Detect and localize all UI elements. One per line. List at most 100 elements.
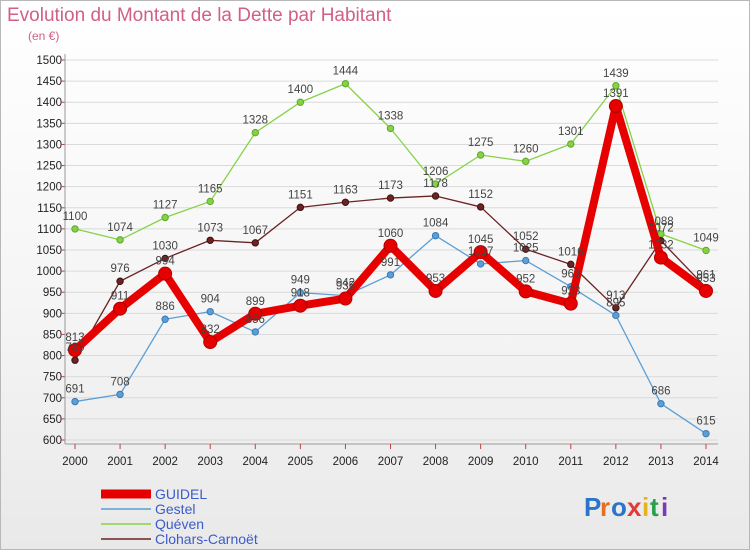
data-point — [116, 236, 124, 244]
legend-label: Gestel — [155, 501, 195, 517]
data-point — [338, 291, 353, 306]
legend-label: Quéven — [155, 516, 204, 532]
data-label: 1165 — [198, 183, 223, 195]
y-tick-label: 1200 — [36, 182, 62, 194]
data-point — [203, 335, 218, 350]
data-point — [657, 399, 665, 408]
data-label: 1301 — [558, 126, 584, 138]
data-label: 1338 — [378, 110, 404, 122]
data-point — [296, 203, 305, 212]
data-point — [71, 225, 79, 233]
y-tick-label: 1400 — [36, 97, 62, 109]
data-label: 1073 — [197, 222, 223, 234]
data-point — [161, 213, 169, 222]
data-label: 1275 — [468, 137, 494, 149]
data-label: 899 — [246, 296, 265, 308]
data-point — [296, 98, 305, 106]
data-point — [71, 356, 79, 364]
unit-label: (en €) — [28, 29, 60, 43]
data-label: 961 — [696, 270, 715, 282]
data-label: 856 — [246, 314, 265, 326]
data-point — [476, 260, 485, 268]
data-point — [431, 192, 440, 200]
data-point — [522, 256, 530, 265]
data-point — [522, 245, 530, 253]
data-label: 686 — [651, 386, 670, 398]
data-point — [341, 79, 350, 88]
data-point — [522, 157, 530, 166]
data-point — [612, 304, 620, 312]
data-point — [386, 194, 395, 202]
data-label: 1088 — [648, 216, 674, 228]
data-label: 1328 — [242, 115, 268, 127]
data-label: 953 — [696, 273, 715, 285]
data-label: 1439 — [603, 68, 629, 80]
data-label: 1400 — [288, 84, 314, 96]
data-label: 895 — [606, 297, 625, 309]
data-label: 918 — [291, 288, 310, 300]
data-point — [71, 397, 79, 406]
data-point — [113, 301, 128, 316]
data-point — [293, 298, 308, 313]
y-tick-label: 650 — [43, 414, 62, 426]
logo-letter: i — [642, 492, 649, 522]
data-label: 1072 — [648, 223, 674, 235]
proxiti-logo: Pr o x i t i — [584, 492, 668, 522]
data-label: 1163 — [333, 184, 358, 196]
x-tick-label: 2007 — [378, 456, 404, 468]
y-tick-label: 700 — [43, 393, 62, 405]
data-label: 1391 — [603, 88, 629, 100]
y-tick-label: 1150 — [37, 203, 62, 215]
y-tick-label: 950 — [43, 287, 62, 299]
y-tick-label: 1350 — [36, 118, 62, 130]
data-point — [612, 82, 620, 90]
data-point — [567, 140, 575, 148]
data-label: 1151 — [288, 189, 313, 201]
grid-layer — [65, 59, 718, 441]
data-point — [518, 284, 533, 299]
data-point — [386, 271, 395, 279]
data-point — [431, 231, 440, 240]
x-tick-label: 2010 — [513, 456, 539, 468]
data-label: 911 — [111, 291, 129, 303]
data-label: 994 — [156, 256, 176, 268]
data-point — [476, 203, 485, 211]
legend-label: Clohars-Carnoët — [155, 531, 258, 547]
x-tick-label: 2004 — [242, 456, 268, 468]
axes-layer: 6006507007508008509009501000105011001150… — [36, 54, 719, 468]
x-tick-label: 2009 — [468, 456, 494, 468]
y-tick-label: 1300 — [36, 139, 62, 151]
data-labels-layer: 1100 1074 1127 1165 1328 1400 1444 1338 1206 1275… — [63, 66, 719, 428]
data-label: 963 — [561, 269, 580, 281]
data-point — [161, 254, 169, 263]
data-label: 949 — [291, 275, 310, 287]
data-label: 952 — [516, 273, 535, 285]
data-label: 1032 — [648, 240, 674, 252]
data-point — [702, 246, 710, 255]
x-tick-label: 2011 — [558, 456, 583, 468]
data-label: 1030 — [152, 240, 178, 252]
data-point — [251, 239, 259, 247]
data-label: 1045 — [468, 234, 494, 246]
logo-letter: t — [650, 492, 659, 522]
data-point — [206, 236, 214, 244]
data-point — [702, 429, 710, 438]
x-tick-label: 2008 — [423, 456, 449, 468]
data-point — [161, 315, 169, 323]
data-point — [248, 306, 263, 321]
data-label: 935 — [336, 281, 355, 293]
logo-letter: P — [584, 492, 601, 522]
logo-letter: r — [600, 492, 610, 522]
y-tick-label: 1100 — [37, 224, 62, 236]
data-label: 1025 — [513, 243, 539, 255]
y-tick-label: 1250 — [36, 161, 62, 173]
data-point — [608, 99, 623, 114]
data-label: 1049 — [693, 232, 719, 244]
y-tick-label: 900 — [43, 308, 62, 320]
data-label: 923 — [561, 286, 580, 298]
legend-label: GUIDEL — [155, 486, 207, 502]
y-tick-label: 1050 — [36, 245, 62, 257]
data-label: 886 — [156, 301, 175, 313]
data-label: 1017 — [468, 246, 494, 258]
